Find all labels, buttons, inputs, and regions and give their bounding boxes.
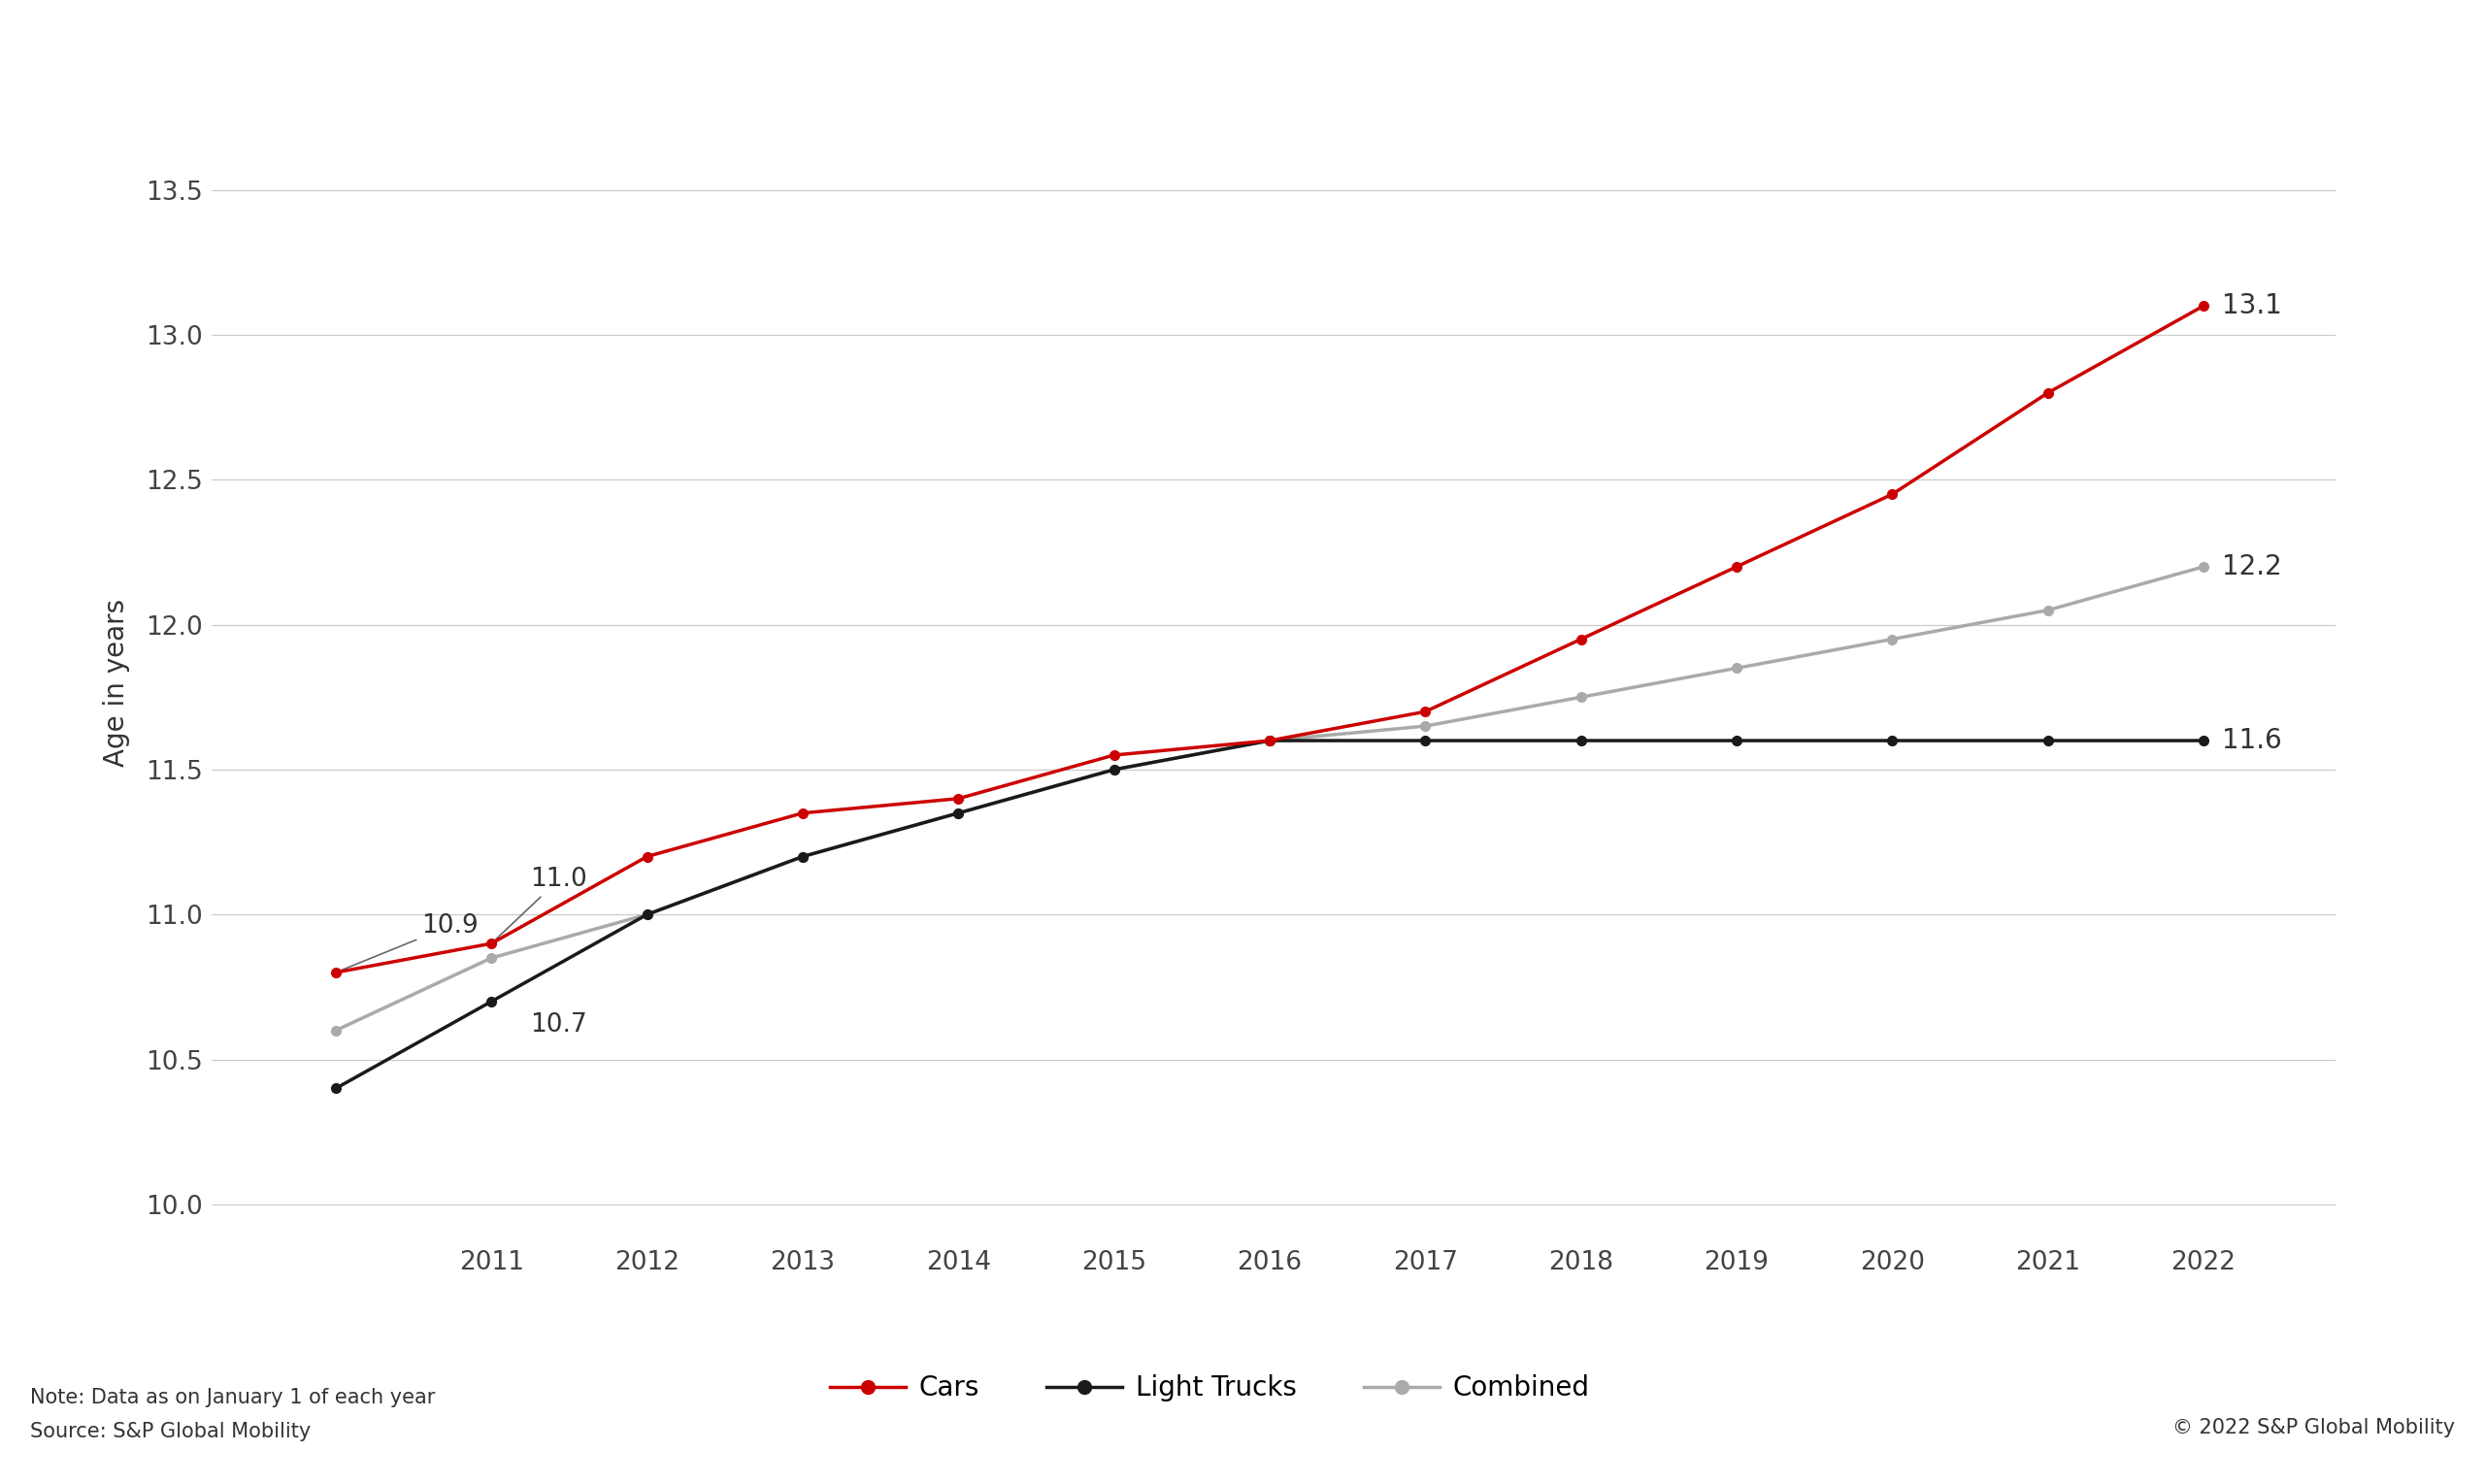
Text: 11.0: 11.0 [495,867,586,942]
Y-axis label: Age in years: Age in years [102,598,129,767]
Text: 13.1: 13.1 [2222,292,2281,319]
Text: 12.2: 12.2 [2222,554,2281,580]
Text: Source: S&P Global Mobility: Source: S&P Global Mobility [30,1422,311,1442]
Text: 10.7: 10.7 [529,1012,586,1037]
Text: Average age by vehicle type: Average age by vehicle type [25,52,716,93]
Text: 11.6: 11.6 [2222,727,2281,754]
Text: Note: Data as on January 1 of each year: Note: Data as on January 1 of each year [30,1388,435,1408]
Legend: Cars, Light Trucks, Combined: Cars, Light Trucks, Combined [820,1364,1600,1413]
Text: 10.9: 10.9 [338,914,480,972]
Text: © 2022 S&P Global Mobility: © 2022 S&P Global Mobility [2172,1417,2455,1438]
